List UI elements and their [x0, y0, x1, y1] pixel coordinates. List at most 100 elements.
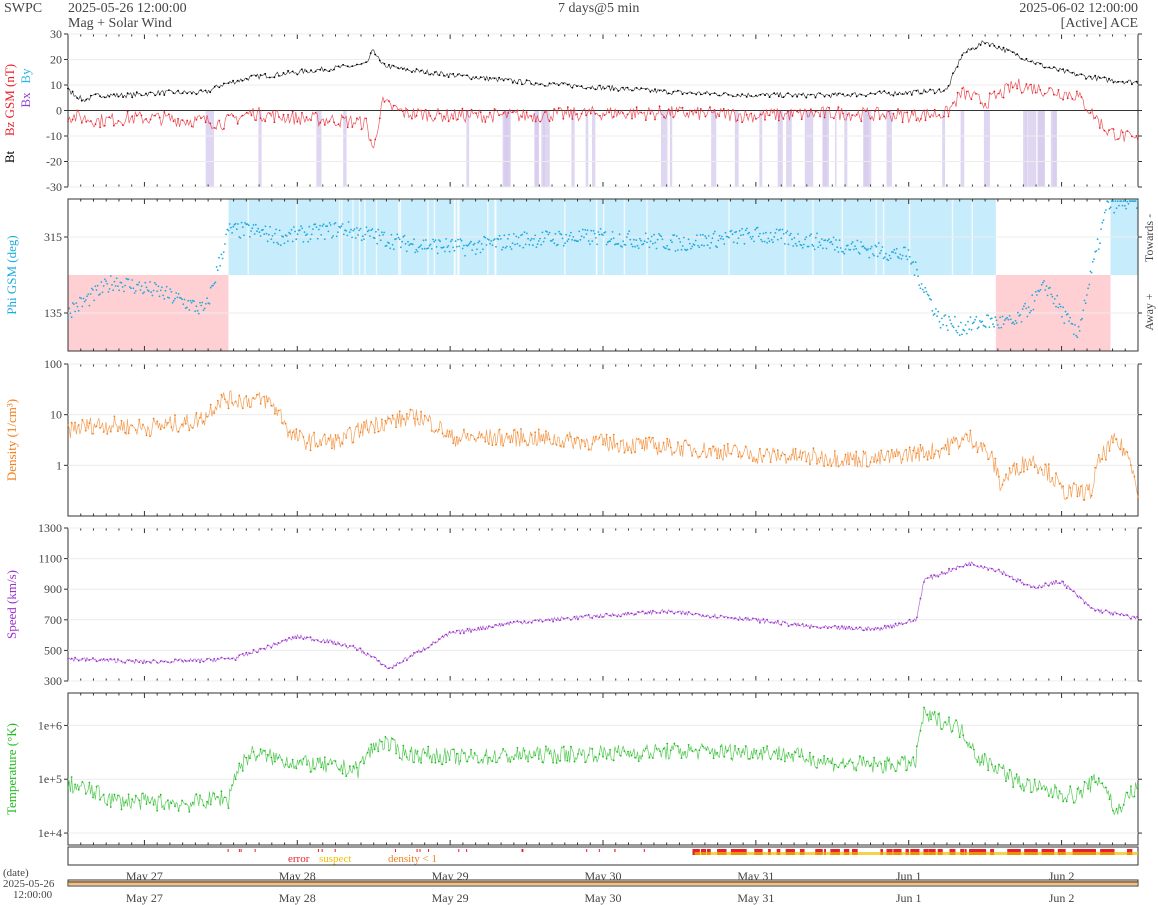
date-tick-label-lower: May 30 — [585, 891, 622, 905]
phi-point — [1089, 270, 1092, 273]
phi-point — [341, 223, 344, 225]
bz-south-shading — [1023, 110, 1028, 187]
phi-point — [132, 287, 135, 290]
phi-point — [156, 290, 159, 293]
phi-point — [1008, 315, 1011, 317]
phi-point — [457, 238, 459, 241]
phi-point — [1032, 308, 1035, 311]
phi-point — [772, 241, 774, 244]
phi-point — [659, 234, 661, 237]
temperature-axis-label: Temperature (°K) — [4, 723, 19, 815]
phi-point — [104, 278, 106, 281]
bz-south-shading — [505, 110, 511, 187]
phi-point — [617, 242, 620, 245]
phi-point — [335, 235, 338, 238]
phi-point — [200, 304, 203, 307]
phi-point — [287, 240, 289, 243]
phi-point — [320, 234, 323, 236]
date-tick-label-lower: Jun 2 — [1049, 891, 1075, 905]
phi-point — [1095, 250, 1098, 252]
phi-point — [715, 245, 717, 248]
bz-south-shading — [669, 110, 673, 187]
phi-point — [180, 297, 182, 299]
phi-point — [926, 293, 929, 296]
phi-point — [476, 248, 478, 251]
phi-point — [750, 238, 753, 240]
phi-point — [232, 225, 235, 228]
phi-point — [1009, 318, 1012, 321]
phi-point — [1074, 324, 1076, 326]
phi-point — [468, 242, 471, 245]
phi-point — [1038, 290, 1041, 293]
phi-point — [636, 244, 639, 247]
phi-point — [293, 226, 295, 228]
phi-point — [762, 232, 765, 235]
phi-point — [932, 314, 935, 316]
phi-point — [962, 328, 965, 331]
speed-panel-y-tick-label: 1300 — [38, 521, 62, 535]
phi-point — [438, 239, 440, 241]
phi-point — [234, 222, 237, 225]
phi-point — [546, 231, 548, 233]
phi-point — [480, 243, 483, 245]
phi-point — [444, 250, 446, 253]
bz-south-shading — [205, 110, 214, 187]
phi-point — [1062, 306, 1064, 309]
phi-point — [548, 231, 551, 234]
phi-point — [331, 236, 333, 239]
phi-point — [290, 228, 293, 231]
phi-point — [73, 303, 75, 305]
phi-point — [677, 249, 679, 251]
phi-point — [833, 248, 836, 251]
phi-point — [1019, 313, 1022, 316]
phi-point — [1026, 315, 1029, 318]
phi-point — [770, 238, 773, 241]
phi-point — [105, 280, 107, 283]
phi-point — [1061, 315, 1063, 318]
bz-south-shading — [711, 110, 717, 187]
phi-point — [826, 239, 829, 242]
phi-point — [1003, 319, 1006, 321]
phi-point — [1080, 319, 1082, 321]
phi-point — [674, 250, 677, 252]
phi-point — [404, 242, 407, 245]
phi-point — [1099, 242, 1101, 245]
phi-point — [666, 244, 669, 247]
phi-point — [618, 233, 621, 236]
phi-point — [419, 245, 421, 248]
date-tick-label-lower: Jun 1 — [896, 891, 922, 905]
phi-point — [1059, 305, 1062, 308]
phi-point — [1075, 334, 1078, 337]
phi-point — [882, 257, 885, 260]
phi-point — [95, 289, 98, 291]
phi-point — [998, 327, 1000, 329]
phi-point — [596, 243, 598, 246]
speed-panel-y-tick-label: 500 — [44, 643, 62, 657]
phi-point — [669, 239, 672, 242]
mag-panel-y-tick-label: 30 — [50, 27, 62, 41]
error-flag-mark — [466, 849, 468, 852]
phi-point — [1028, 311, 1031, 314]
phi-point — [272, 241, 275, 244]
error-flag-mark — [238, 849, 240, 852]
phi-point — [209, 286, 212, 289]
phi-point — [705, 237, 708, 240]
phi-point — [960, 321, 962, 324]
phi-point — [839, 247, 842, 249]
phi-point — [436, 252, 439, 255]
phi-point — [376, 242, 378, 245]
phi-point — [171, 301, 174, 304]
phi-point — [508, 233, 510, 236]
phi-point — [479, 251, 482, 254]
phi-point — [397, 236, 400, 239]
mag-panel-y-tick-label: 0 — [56, 104, 62, 118]
phi-point — [805, 236, 808, 239]
phi-point — [447, 245, 450, 247]
phi-point — [316, 237, 319, 240]
phi-point — [1076, 336, 1079, 339]
phi-point — [264, 225, 267, 228]
phi-point — [130, 287, 132, 290]
phi-point — [246, 223, 249, 226]
bz-south-shading — [886, 110, 892, 187]
start-time: 2025-05-26 12:00:00 — [68, 1, 187, 16]
